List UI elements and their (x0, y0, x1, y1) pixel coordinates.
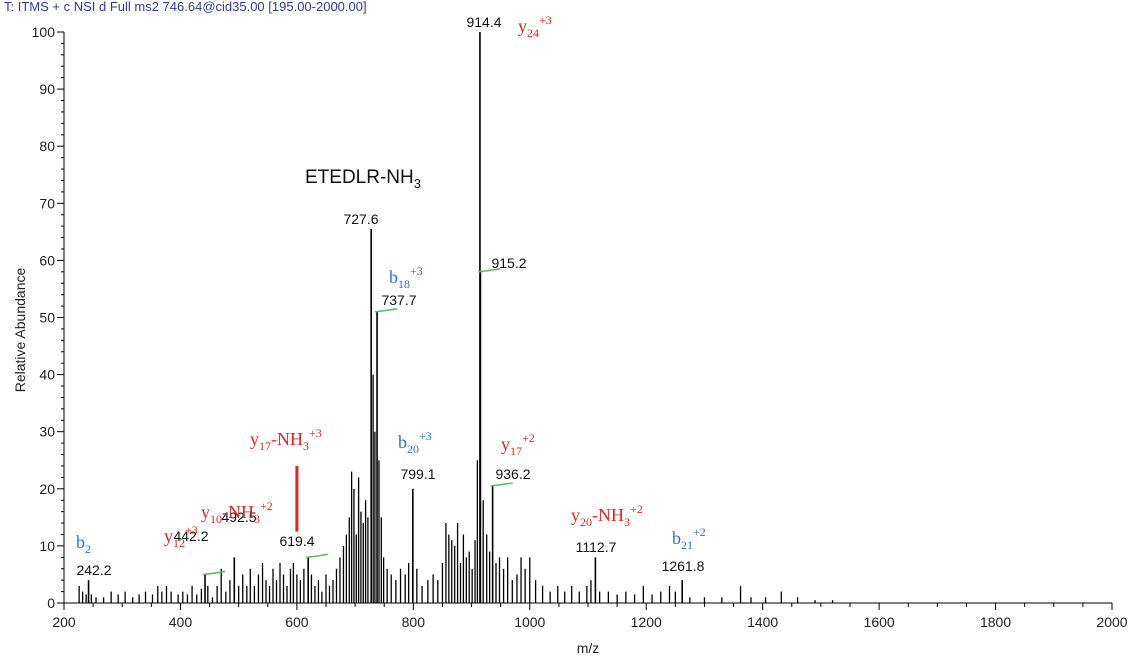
ion-base: y (164, 526, 173, 546)
ion-subscript: 17 (259, 439, 271, 453)
ion-subscript: 20 (580, 515, 592, 529)
y-tick-label: 60 (39, 252, 55, 268)
x-tick-label: 1400 (747, 614, 778, 630)
ion-annotation-y12: y12+3 (164, 523, 198, 550)
y-axis-title: Relative Abundance (12, 268, 28, 393)
ion-tail: -NH (222, 502, 254, 522)
ion-subscript: 18 (398, 277, 410, 291)
ion-tail-superscript: +3 (309, 426, 322, 440)
ion-base: b (76, 532, 85, 552)
x-tick-label: 1800 (980, 614, 1011, 630)
peak-mz-label: 915.2 (491, 255, 526, 271)
peak-mz-label: 799.1 (400, 466, 435, 482)
peak-marker (478, 268, 501, 273)
peak-mz-label: 936.2 (495, 466, 530, 482)
ion-subscript: 20 (407, 442, 419, 456)
peak-marker (490, 482, 513, 487)
ion-annotation-b18: b18+3 (389, 264, 423, 291)
y-tick-label: 90 (39, 81, 55, 97)
ion-base: b (389, 267, 398, 287)
ion-base: b (398, 432, 407, 452)
ion-tail-subscript: 3 (624, 515, 630, 529)
ion-superscript: +3 (419, 429, 432, 443)
y-tick-label: 100 (32, 24, 56, 40)
ion-superscript: +3 (185, 523, 198, 537)
peak-mz-label: 492.5 (221, 509, 256, 525)
ion-tail: -NH (271, 429, 303, 449)
peak-marker (374, 308, 398, 313)
peak-markers (202, 268, 513, 576)
y-tick-label: 10 (39, 538, 55, 554)
ion-superscript: +3 (410, 264, 423, 278)
peak-labels: 242.2 442.2 492.5 619.4 727.6 737.7 799.1 914.4… (76, 14, 704, 578)
x-tick-label: 600 (285, 614, 309, 630)
ion-base: y (518, 16, 527, 36)
x-tick-label: 800 (402, 614, 426, 630)
peak-mz-label: 914.4 (466, 14, 501, 30)
x-axis-title: m/z (577, 640, 600, 656)
y-tick-label: 70 (39, 195, 55, 211)
ion-subscript: 2 (85, 542, 91, 556)
ion-annotation-y20nh3: y20-NH3+2 (571, 502, 643, 529)
y-tick-label: 80 (39, 138, 55, 154)
ion-annotation-y10nh3: y10-NH3+2 (201, 499, 273, 526)
ion-subscript: 24 (527, 26, 539, 40)
ion-superscript: +2 (693, 525, 706, 539)
ion-annotation-y24: y24+3 (518, 13, 552, 40)
x-tick-label: 1600 (864, 614, 895, 630)
ion-tail-superscript: +2 (260, 499, 273, 513)
x-tick-label: 2000 (1096, 614, 1127, 630)
ion-subscript: 3 (414, 176, 421, 191)
peak-mz-label: 727.6 (343, 211, 378, 227)
peak-mz-label: 737.7 (381, 292, 416, 308)
ion-tail: -NH (592, 505, 624, 525)
x-tick-label: 400 (169, 614, 193, 630)
ion-base: y (501, 434, 510, 454)
y-tick-label: 30 (39, 424, 55, 440)
peak-mz-label: 619.4 (279, 533, 314, 549)
ion-base: y (250, 429, 259, 449)
ion-subscript: 10 (210, 512, 222, 526)
y-tick-label: 40 (39, 367, 55, 383)
scan-header: T: ITMS + c NSI d Full ms2 746.64@cid35.… (4, 0, 367, 14)
ion-subscript: 17 (510, 444, 522, 458)
ion-base: b (672, 528, 681, 548)
ion-annotation-y17: y17+2 (501, 431, 535, 458)
ion-tail-superscript: +2 (630, 502, 643, 516)
peak-mz-label: 442.2 (173, 528, 208, 544)
peak-mz-label: 242.2 (76, 562, 111, 578)
x-tick-label: 200 (52, 614, 76, 630)
spectrum-peaks (78, 32, 834, 603)
ion-tail-subscript: 3 (303, 439, 309, 453)
ion-subscript: 21 (681, 538, 693, 552)
ion-subscript: 12 (173, 536, 185, 550)
ion-annotation-b20: b20+3 (398, 429, 432, 456)
y-tick-label: 0 (47, 595, 55, 611)
x-tick-label: 1000 (514, 614, 545, 630)
ion-superscript: +3 (539, 13, 552, 27)
y-tick-label: 50 (39, 310, 55, 326)
y-tick-label: 20 (39, 481, 55, 497)
ion-base: y (201, 502, 210, 522)
axes: 0 10 20 30 40 50 60 70 80 90 100 200 400 600 800 1000 12… (32, 24, 1128, 630)
ion-superscript: +2 (522, 431, 535, 445)
x-tick-label: 1200 (631, 614, 662, 630)
ion-tail-subscript: 3 (254, 512, 260, 526)
ion-base: y (571, 505, 580, 525)
peak-marker (306, 553, 329, 559)
peak-mz-label: 1112.7 (576, 539, 617, 555)
peak-marker (202, 570, 226, 576)
ion-base: ETEDLR-NH (305, 167, 414, 188)
ion-annotation-etedlr: ETEDLR-NH3 (305, 167, 421, 191)
ion-annotation-y17nh3: y17-NH3+3 (250, 426, 322, 453)
peak-mz-label: 1261.8 (662, 558, 705, 574)
ion-annotation-b21: b21+2 (672, 525, 706, 552)
ion-annotation-b2: b2 (76, 532, 91, 556)
